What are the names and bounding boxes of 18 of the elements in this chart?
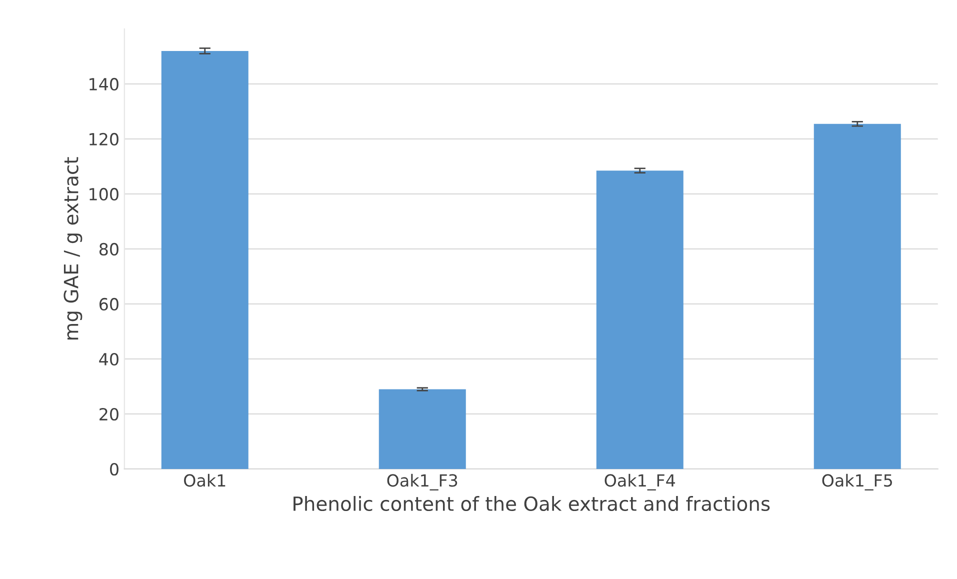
bar: [814, 124, 901, 469]
y-tick-label: 40: [99, 352, 118, 366]
x-tick-label: Oak1_F3: [387, 474, 458, 490]
y-tick-label: 80: [99, 242, 118, 256]
y-tick-label: 140: [90, 78, 118, 91]
y-tick-label: 120: [90, 132, 118, 146]
x-tick-label: Oak1_F5: [822, 474, 892, 490]
bar: [378, 389, 466, 469]
y-axis-title: mg GAE / g extract: [64, 157, 82, 340]
y-tick-label: 20: [100, 408, 118, 421]
bar: [596, 170, 684, 469]
y-tick-label: 60: [100, 298, 118, 311]
bar: [161, 50, 248, 469]
x-axis-title: Phenolic content of the Oak extract and fractions: [294, 496, 770, 512]
x-tick-label: Oak1: [184, 474, 226, 487]
x-tick-label: Oak1_F4: [604, 474, 676, 490]
y-tick-label: 0: [110, 462, 118, 476]
y-tick-label: 100: [90, 188, 118, 201]
